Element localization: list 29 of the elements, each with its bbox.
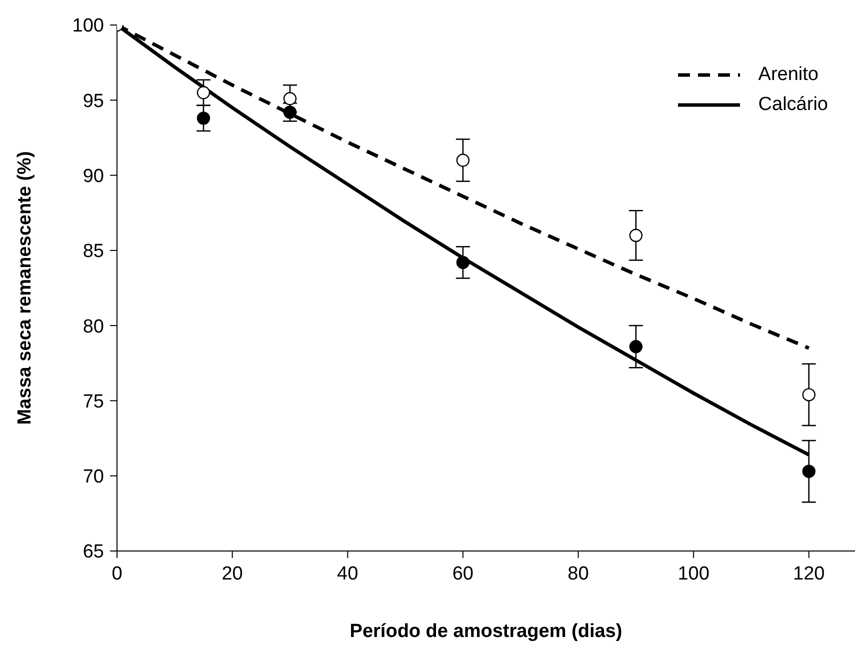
x-tick-label: 120 <box>793 563 825 584</box>
x-tick-label: 80 <box>568 563 589 584</box>
point <box>196 112 210 125</box>
point <box>196 86 210 100</box>
point <box>802 464 816 478</box>
y-tick-label: 65 <box>82 542 104 563</box>
legend-label: Arenito <box>758 64 818 86</box>
point <box>283 106 297 119</box>
x-tick-label: 20 <box>222 563 243 584</box>
point <box>456 256 470 270</box>
x-axis-title: Período de amostragem (dias) <box>350 621 622 642</box>
y-tick-label: 80 <box>82 316 104 338</box>
y-tick-label: 90 <box>82 166 104 188</box>
x-tick-label: 40 <box>337 563 358 584</box>
y-tick-label: 100 <box>72 16 104 37</box>
point <box>629 340 643 354</box>
y-tick-label: 95 <box>82 90 104 112</box>
point <box>283 92 297 106</box>
y-tick-label: 70 <box>82 466 104 488</box>
point <box>629 228 643 242</box>
point <box>456 154 470 167</box>
legend-label: Calcário <box>758 94 828 116</box>
point <box>802 388 816 402</box>
y-axis-title: Massa seca remanescente (%) <box>14 151 36 425</box>
x-tick-label: 100 <box>678 563 710 584</box>
x-tick-label: 0 <box>112 563 122 584</box>
y-tick-label: 85 <box>82 241 104 262</box>
x-tick-label: 60 <box>452 563 474 584</box>
y-tick-label: 75 <box>82 391 104 412</box>
